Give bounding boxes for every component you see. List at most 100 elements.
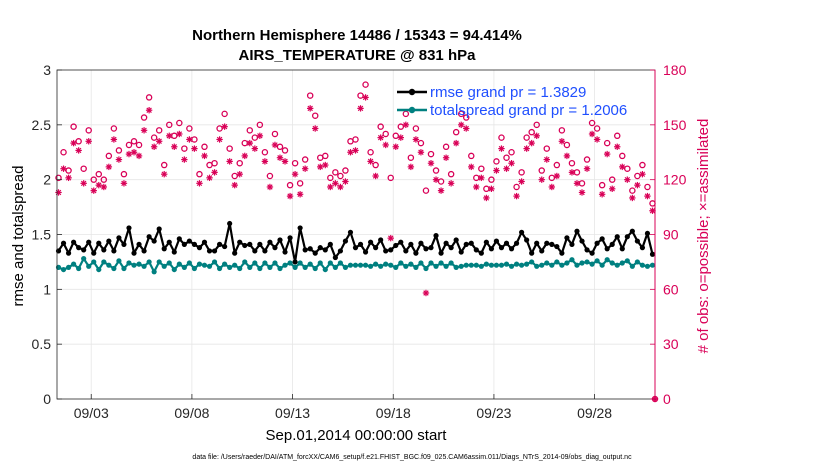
totalspread-point <box>216 265 223 272</box>
totalspread-point <box>468 262 474 268</box>
obs-possible-marker <box>518 169 525 176</box>
totalspread-point <box>342 264 349 270</box>
obs-assimilated-marker <box>301 165 309 172</box>
obs-possible-marker <box>311 112 319 119</box>
obs-assimilated-marker <box>352 147 359 154</box>
totalspread-point <box>86 263 92 269</box>
totalspread-point <box>373 261 379 267</box>
rmse-point <box>111 248 117 254</box>
rmse-point <box>373 245 379 251</box>
totalspread-point <box>146 259 152 265</box>
rmse-point <box>337 248 343 254</box>
obs-possible-marker <box>533 121 540 129</box>
obs-possible-marker <box>261 148 269 156</box>
obs-possible-marker <box>55 174 62 182</box>
obs-assimilated-marker <box>488 185 495 193</box>
totalspread-point <box>91 259 97 265</box>
obs-assimilated-marker <box>513 192 520 200</box>
totalspread-point <box>579 260 585 266</box>
legend-totalspread-label: totalspread grand pr = 1.2006 <box>430 102 627 119</box>
obs-count-markers <box>55 81 659 403</box>
totalspread-point <box>302 264 308 270</box>
y-left-tick-label: 1.5 <box>32 227 52 243</box>
obs-assimilated-marker <box>65 174 72 182</box>
rmse-point <box>131 250 137 256</box>
rmse-point <box>297 225 303 231</box>
totalspread-point <box>367 263 374 269</box>
obs-possible-marker <box>145 94 153 101</box>
rmse-point <box>534 240 540 246</box>
totalspread-point <box>111 265 117 272</box>
totalspread-point <box>473 262 479 268</box>
rmse-point <box>599 236 605 242</box>
obs-assimilated-marker <box>266 183 274 191</box>
obs-possible-marker <box>60 148 67 156</box>
rmse-point <box>639 245 646 251</box>
totalspread-point <box>65 264 72 270</box>
totalspread-point <box>378 263 384 269</box>
obs-possible-marker <box>382 130 389 138</box>
obs-assimilated-marker <box>412 136 420 143</box>
totalspread-point <box>554 259 560 265</box>
obs-possible-marker <box>196 170 203 178</box>
obs-assimilated-marker <box>578 189 586 196</box>
obs-assimilated-marker <box>417 149 425 156</box>
totalspread-point <box>327 260 333 266</box>
totalspread-point <box>227 264 233 270</box>
x-axis-label: Sep.01,2014 00:00:00 start <box>266 427 448 444</box>
legend-rmse-label: rmse grand pr = 1.3829 <box>430 84 586 101</box>
obs-assimilated-marker <box>201 152 208 160</box>
obs-assimilated-marker <box>377 134 384 141</box>
rmse-point <box>473 247 479 253</box>
rmse-point <box>594 240 600 246</box>
obs-assimilated-marker <box>583 165 591 172</box>
obs-possible-marker <box>553 161 561 169</box>
totalspread-point <box>252 260 258 266</box>
totalspread-point <box>624 258 630 264</box>
legend: rmse grand pr = 1.3829 totalspread grand… <box>397 84 627 119</box>
totalspread-point <box>478 263 484 269</box>
totalspread-point <box>131 262 137 268</box>
obs-assimilated-marker <box>186 136 193 143</box>
obs-assimilated-marker <box>503 165 510 172</box>
obs-assimilated-marker <box>558 138 566 145</box>
totalspread-point <box>191 265 198 272</box>
rmse-point <box>287 235 293 241</box>
rmse-point <box>186 238 192 244</box>
obs-assimilated-marker <box>523 145 530 152</box>
obs-assimilated-marker <box>347 149 354 156</box>
y-left-tick-label: 2 <box>43 172 51 188</box>
obs-assimilated-marker <box>80 180 87 187</box>
totalspread-point <box>488 262 495 268</box>
rmse-point <box>448 245 454 251</box>
obs-possible-marker <box>412 125 420 132</box>
rmse-point <box>488 246 495 252</box>
obs-possible-marker <box>528 128 535 136</box>
obs-possible-marker <box>387 174 394 182</box>
rmse-point <box>554 243 560 250</box>
rmse-point <box>166 239 172 245</box>
obs-assimilated-marker <box>493 167 500 174</box>
obs-assimilated-marker <box>533 132 540 139</box>
obs-possible-marker <box>457 110 465 118</box>
obs-assimilated-marker <box>619 163 626 171</box>
obs-possible-marker <box>588 119 596 127</box>
rmse-point <box>513 240 520 246</box>
obs-possible-marker <box>256 121 264 129</box>
obs-possible-marker <box>488 176 495 183</box>
obs-possible-marker <box>322 152 329 160</box>
obs-possible-marker <box>563 141 571 149</box>
totalspread-point <box>644 263 651 269</box>
totalspread-point <box>519 262 525 268</box>
totalspread-point <box>524 261 530 267</box>
obs-possible-marker <box>598 181 606 189</box>
totalspread-point <box>569 257 575 263</box>
rmse-point <box>116 235 122 241</box>
obs-possible-marker <box>110 125 118 132</box>
rmse-point <box>478 250 484 256</box>
obs-assimilated-marker <box>518 178 525 185</box>
rmse-point <box>60 240 67 246</box>
rmse-point <box>483 239 489 245</box>
legend-rmse-marker <box>408 88 416 96</box>
